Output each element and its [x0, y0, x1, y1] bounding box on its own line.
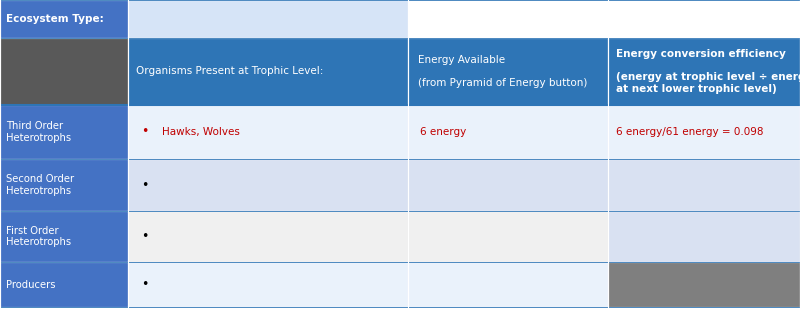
- Text: Producers: Producers: [6, 280, 55, 290]
- Text: Energy Available

(from Pyramid of Energy button): Energy Available (from Pyramid of Energy…: [418, 55, 587, 88]
- FancyBboxPatch shape: [608, 38, 800, 105]
- FancyBboxPatch shape: [128, 0, 408, 38]
- FancyBboxPatch shape: [608, 105, 800, 159]
- Text: 6 energy/61 energy = 0.098: 6 energy/61 energy = 0.098: [616, 127, 763, 137]
- FancyBboxPatch shape: [408, 159, 608, 211]
- Text: Energy conversion efficiency

(energy at trophic level ÷ energy
at next lower tr: Energy conversion efficiency (energy at …: [616, 49, 800, 94]
- Text: •: •: [141, 125, 148, 138]
- FancyBboxPatch shape: [0, 211, 128, 262]
- FancyBboxPatch shape: [608, 159, 800, 211]
- FancyBboxPatch shape: [408, 262, 608, 307]
- FancyBboxPatch shape: [0, 0, 128, 38]
- Text: Organisms Present at Trophic Level:: Organisms Present at Trophic Level:: [136, 66, 323, 76]
- FancyBboxPatch shape: [0, 262, 128, 307]
- FancyBboxPatch shape: [608, 211, 800, 262]
- FancyBboxPatch shape: [0, 105, 128, 159]
- FancyBboxPatch shape: [408, 38, 608, 105]
- FancyBboxPatch shape: [608, 262, 800, 307]
- FancyBboxPatch shape: [408, 211, 608, 262]
- Text: •: •: [141, 230, 148, 243]
- Text: First Order
Heterotrophs: First Order Heterotrophs: [6, 226, 70, 247]
- FancyBboxPatch shape: [128, 159, 408, 211]
- Text: Ecosystem Type:: Ecosystem Type:: [6, 14, 103, 24]
- FancyBboxPatch shape: [128, 38, 408, 105]
- Text: Second Order
Heterotrophs: Second Order Heterotrophs: [6, 174, 74, 196]
- FancyBboxPatch shape: [0, 159, 128, 211]
- FancyBboxPatch shape: [128, 105, 408, 159]
- FancyBboxPatch shape: [408, 0, 800, 38]
- FancyBboxPatch shape: [408, 105, 608, 159]
- Text: Hawks, Wolves: Hawks, Wolves: [162, 127, 239, 137]
- Text: •: •: [141, 278, 148, 291]
- FancyBboxPatch shape: [0, 38, 128, 105]
- FancyBboxPatch shape: [128, 262, 408, 307]
- Text: 6 energy: 6 energy: [420, 127, 466, 137]
- FancyBboxPatch shape: [128, 211, 408, 262]
- Text: Third Order
Heterotrophs: Third Order Heterotrophs: [6, 121, 70, 143]
- Text: •: •: [141, 179, 148, 192]
